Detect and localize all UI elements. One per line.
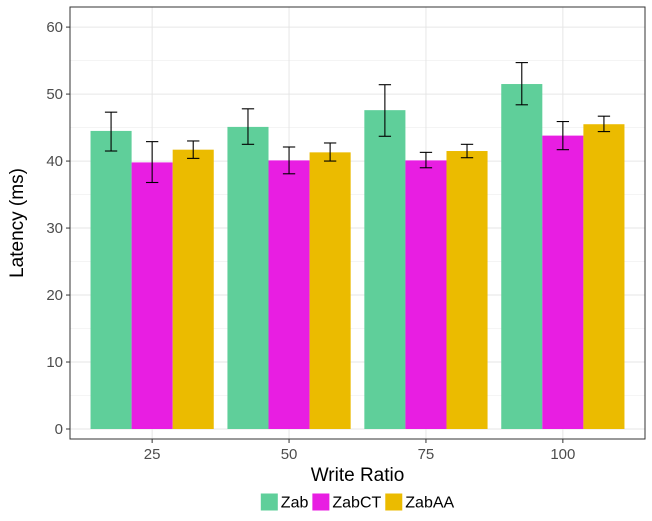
x-axis: 25 50 75 100	[144, 439, 575, 463]
bar	[309, 152, 351, 429]
x-tick-label: 75	[418, 446, 435, 463]
y-tick-label: 10	[46, 354, 63, 371]
bar	[227, 126, 269, 430]
legend-label: ZabAA	[405, 495, 454, 512]
bar	[542, 135, 584, 429]
legend-swatch	[260, 493, 278, 511]
y-tick-label: 0	[55, 421, 63, 438]
y-axis: 0 10 20 30 40 50 60	[46, 19, 70, 438]
x-tick-label: 100	[550, 446, 575, 463]
x-tick-label: 50	[281, 446, 298, 463]
bar	[268, 160, 310, 429]
legend: Zab ZabCT ZabAA	[260, 493, 455, 512]
legend-swatch	[385, 493, 403, 511]
bar	[501, 84, 543, 430]
plot-border	[69, 6, 646, 440]
bar	[172, 149, 214, 429]
legend-swatch	[312, 493, 330, 511]
bar	[90, 130, 132, 429]
error-bars	[104, 62, 611, 184]
y-tick-label: 50	[46, 86, 63, 103]
y-axis-title: Latency (ms)	[7, 168, 28, 278]
bar	[405, 160, 447, 429]
y-tick-label: 20	[46, 287, 63, 304]
y-tick-label: 30	[46, 220, 63, 237]
bars	[90, 84, 625, 430]
legend-label: ZabCT	[332, 495, 381, 512]
x-tick-label: 25	[144, 446, 161, 463]
bar	[131, 162, 173, 429]
y-tick-label: 60	[46, 19, 63, 36]
bar	[364, 110, 406, 430]
y-tick-label: 40	[46, 153, 63, 170]
legend-label: Zab	[281, 495, 309, 512]
bar	[446, 151, 488, 429]
bar	[583, 124, 625, 429]
x-axis-title: Write Ratio	[311, 465, 405, 486]
